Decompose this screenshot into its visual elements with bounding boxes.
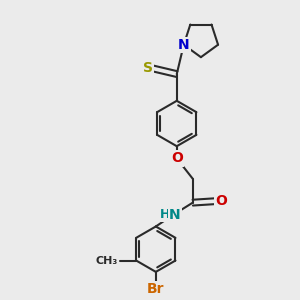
Text: N: N bbox=[169, 208, 181, 222]
Text: N: N bbox=[178, 38, 190, 52]
Text: S: S bbox=[143, 61, 153, 75]
Text: O: O bbox=[171, 152, 183, 165]
Text: CH₃: CH₃ bbox=[96, 256, 118, 266]
Text: O: O bbox=[215, 194, 226, 208]
Text: H: H bbox=[160, 208, 171, 221]
Text: Br: Br bbox=[147, 282, 165, 296]
